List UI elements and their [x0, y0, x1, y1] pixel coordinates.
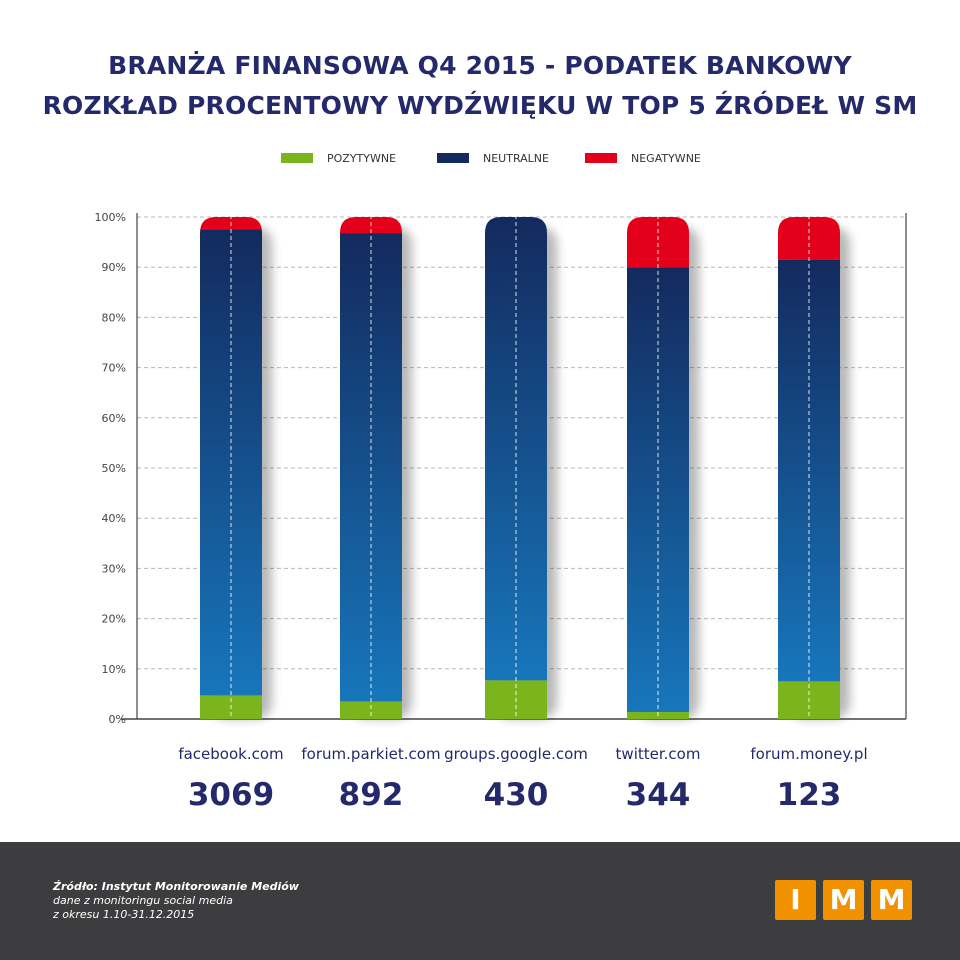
y-tick-label-0: 0% — [109, 713, 126, 726]
chart-title-line1: BRANŻA FINANSOWA Q4 2015 - PODATEK BANKO… — [108, 51, 852, 80]
stacked-bar-chart: POZYTYWNE NEUTRALNE NEGATYWNE 0% 10% 20% 30% 4… — [95, 152, 907, 813]
y-tick-label-7: 70% — [102, 362, 126, 375]
legend: POZYTYWNE NEUTRALNE NEGATYWNE — [281, 152, 701, 165]
legend-swatch-1 — [437, 153, 469, 163]
logo-letter-m2: M — [871, 880, 912, 920]
category-labels: facebook.com 3069 forum.parkiet.com 892 grou… — [178, 745, 867, 813]
legend-label-1: NEUTRALNE — [483, 152, 549, 165]
y-tick-label-9: 90% — [102, 261, 126, 274]
source-line1: Źródło: Instytut Monitorowanie Mediów — [53, 880, 299, 893]
legend-label-2: NEGATYWNE — [631, 152, 701, 165]
legend-swatch-0 — [281, 153, 313, 163]
y-tick-label-3: 30% — [102, 562, 126, 575]
y-tick-label-6: 60% — [102, 412, 126, 425]
logo-letter-i: I — [775, 880, 816, 920]
legend-swatch-2 — [585, 153, 617, 163]
y-tick-label-8: 80% — [102, 311, 126, 324]
bar-1-segment-0 — [340, 701, 402, 719]
legend-label-0: POZYTYWNE — [327, 152, 396, 165]
logo-letter-m1: M — [823, 880, 864, 920]
y-tick-label-2: 20% — [102, 613, 126, 626]
category-count-3: 344 — [626, 777, 691, 813]
category-count-1: 892 — [339, 777, 404, 813]
category-count-2: 430 — [484, 777, 549, 813]
category-label-4: forum.money.pl — [750, 745, 867, 763]
category-count-0: 3069 — [188, 777, 274, 813]
y-tick-label-4: 40% — [102, 512, 126, 525]
y-tick-label-10: 100% — [95, 211, 126, 224]
category-label-0: facebook.com — [178, 745, 283, 763]
source-line3: z okresu 1.10-31.12.2015 — [53, 908, 195, 921]
bars — [200, 215, 850, 719]
category-label-2: groups.google.com — [444, 745, 588, 763]
category-label-3: twitter.com — [616, 745, 701, 763]
category-count-4: 123 — [777, 777, 842, 813]
category-label-1: forum.parkiet.com — [301, 745, 440, 763]
source-line2: dane z monitoringu social media — [53, 894, 233, 907]
y-tick-label-1: 10% — [102, 663, 126, 676]
y-tick-label-5: 50% — [102, 462, 126, 475]
chart-title-line2: ROZKŁAD PROCENTOWY WYDŹWIĘKU W TOP 5 ŹRÓ… — [42, 91, 918, 120]
